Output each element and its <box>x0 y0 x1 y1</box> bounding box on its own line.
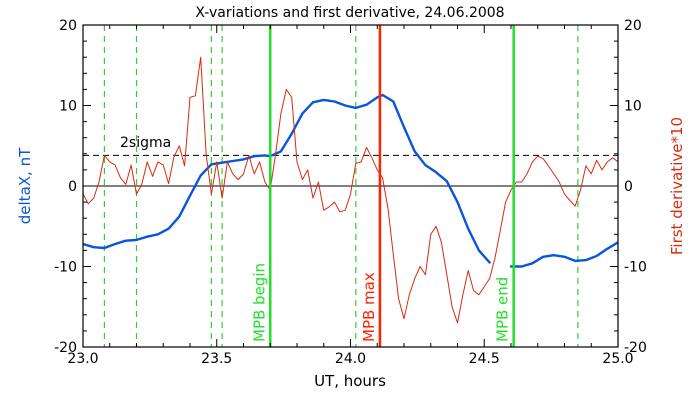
x-axis-label: UT, hours <box>314 372 386 390</box>
x-tick-label-1: 23.5 <box>201 351 232 367</box>
chart-title: X-variations and first derivative, 24.06… <box>195 5 504 21</box>
y-axis-label-right: First derivative*10 <box>668 117 686 255</box>
y-tick-label-left-2: 0 <box>68 179 77 195</box>
series-deltax-segment-0 <box>83 93 491 264</box>
y-tick-label-left-0: -20 <box>54 340 77 356</box>
series-lines <box>83 56 618 324</box>
y-tick-label-left-3: 10 <box>59 99 77 115</box>
series-derivative-line <box>83 56 618 324</box>
mpb-label-2: MPB end <box>494 277 512 342</box>
y-tick-label-right-1: -10 <box>624 260 647 276</box>
x-tick-label-2: 24.0 <box>335 351 366 367</box>
sigma-label: 2sigma <box>120 135 171 151</box>
y-tick-label-left-4: 20 <box>59 18 77 34</box>
axes <box>82 24 619 348</box>
y-tick-label-right-2: 0 <box>624 179 633 195</box>
y-tick-label-right-0: -20 <box>624 340 647 356</box>
reference-lines <box>83 154 618 187</box>
mpb-lines: MPB begin MPB max MPB end <box>250 25 515 347</box>
mpb-label-0: MPB begin <box>250 263 268 342</box>
series-deltax-segment-1 <box>509 241 618 268</box>
vertical-markers <box>103 25 579 347</box>
x-tick-label-0: 23.0 <box>67 351 98 367</box>
mpb-label-1: MPB max <box>360 272 378 342</box>
y-axis-label-left: deltaX, nT <box>16 147 34 224</box>
tick-labels: 23.0 23.5 24.0 24.5 25.0-20 -20-10 -100 010 1020… <box>54 18 647 367</box>
y-tick-label-right-4: 20 <box>624 18 642 34</box>
y-tick-label-right-3: 10 <box>624 99 642 115</box>
x-tick-label-4: 25.0 <box>602 351 633 367</box>
y-tick-label-left-1: -10 <box>54 260 77 276</box>
x-tick-label-3: 24.5 <box>469 351 500 367</box>
